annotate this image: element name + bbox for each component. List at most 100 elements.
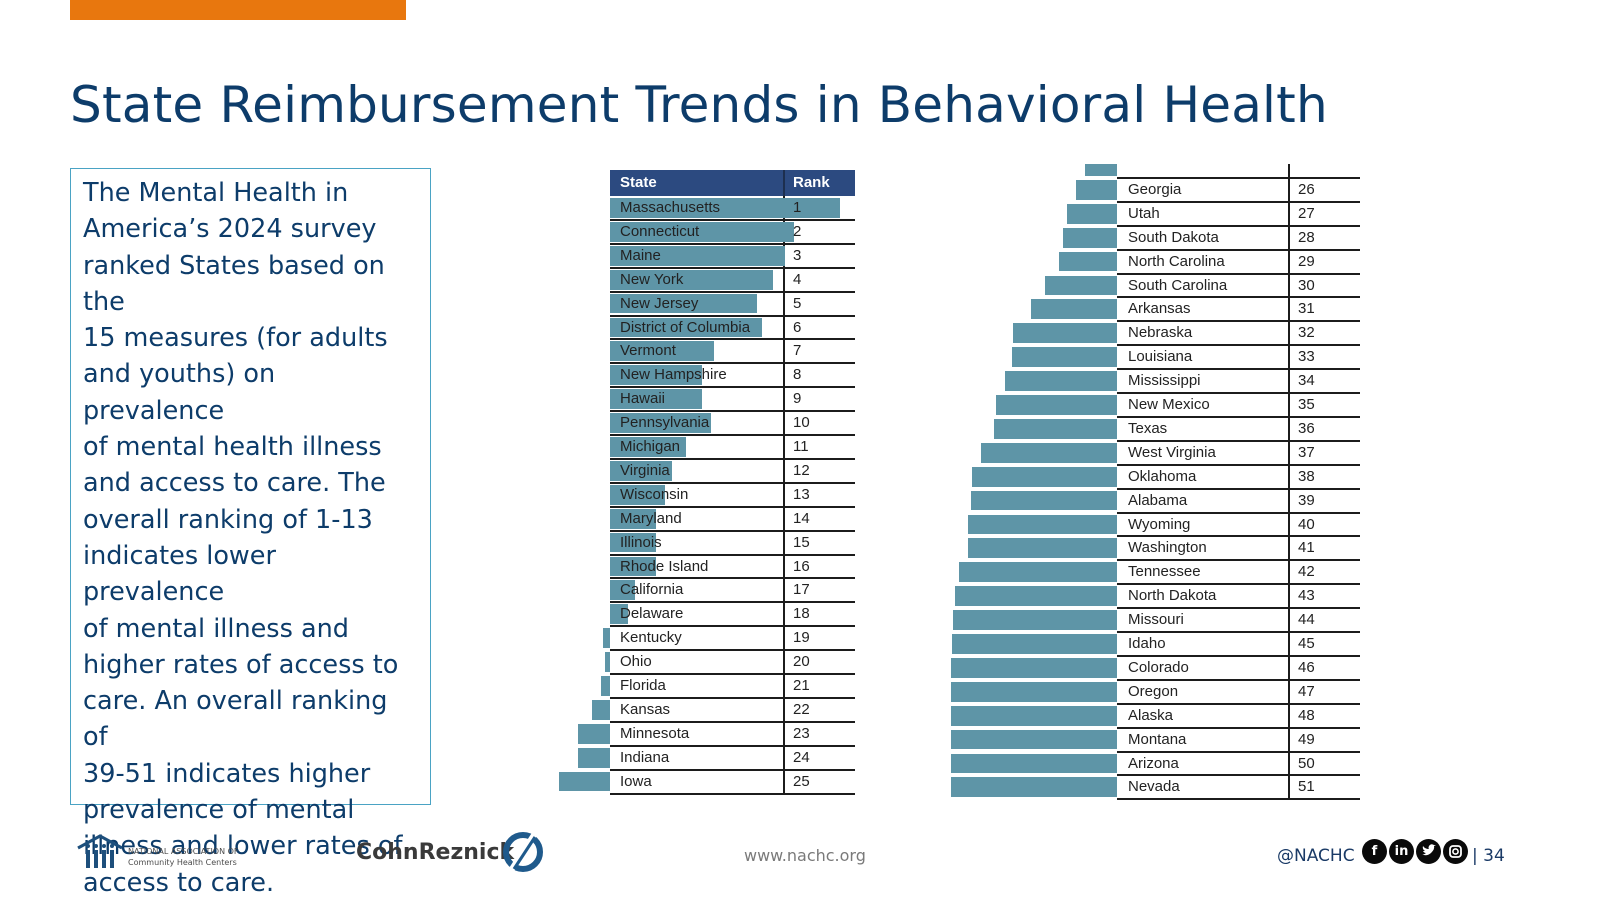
state-rank: 46 [1298,658,1315,676]
facebook-icon[interactable]: f [1362,839,1387,864]
description-line: of mental illness and [83,613,349,644]
description-line: illness and lower rates of [83,831,403,862]
state-name: District of Columbia [620,318,751,336]
state-name: South Carolina [1128,276,1228,294]
row-divider [1117,559,1360,562]
state-rank: 20 [793,653,810,671]
rank-bar [953,610,1117,630]
row-divider [1117,176,1360,179]
rank-bar [610,389,702,410]
state-name: Wisconsin [620,485,689,503]
partner-logo-text: CohnReznick [356,840,515,865]
state-name: Oregon [1128,682,1179,700]
state-rank: 4 [793,270,802,288]
description-line: and youths) on prevalence [83,359,276,426]
description-line: higher rates of access to [83,649,399,680]
row-divider [610,792,855,795]
row-divider [1117,607,1360,610]
rank-bar [1067,203,1117,224]
twitter-icon[interactable] [1416,839,1441,864]
row-divider [610,338,855,341]
row-divider [1117,296,1360,299]
state-name: North Carolina [1128,252,1225,270]
state-rank: 10 [793,414,810,432]
state-rank: 43 [1298,587,1315,605]
description-box: The Mental Health in America’s 2024 surve… [70,168,431,898]
rank-bar [1045,275,1117,296]
state-rank: 7 [793,342,802,360]
state-name: Minnesota [620,724,690,742]
state-rank: 26 [1298,180,1315,198]
description-line: The Mental Health in [83,178,349,208]
linkedin-icon[interactable]: in [1389,839,1414,864]
rank-bar [1076,179,1117,200]
state-name: Kentucky [620,629,682,647]
row-divider [610,649,855,652]
rank-bar [950,777,1117,798]
row-divider [1117,320,1360,323]
row-divider [1117,535,1360,538]
description-line: 15 measures (for adults [83,323,388,354]
rank-bar [1058,251,1117,272]
state-rank: 18 [793,605,810,623]
rank-bar [1011,347,1117,368]
social-handle[interactable]: @NACHC [1277,846,1355,866]
row-divider [1117,463,1360,466]
rank-bar [610,413,712,433]
state-name: Pennsylvania [620,414,710,432]
rank-bar [968,538,1117,559]
state-rank: 21 [793,677,810,694]
state-name: Kansas [620,700,671,718]
description-line: care. An overall ranking of [83,686,388,753]
row-divider [1117,487,1360,490]
state-name: Ohio [620,653,652,671]
rank-bar [950,657,1117,678]
rank-bar [1013,323,1117,344]
rank-bar [610,317,762,338]
accent-bar [70,0,406,20]
state-name: Connecticut [620,222,700,240]
row-divider [610,505,855,508]
rank-bar [950,753,1117,774]
rank-bar [981,442,1117,463]
rank-bar [610,245,785,266]
description-line: overall ranking of 1-13 [83,504,373,535]
rank-bar [954,586,1117,607]
state-name: Alaska [1128,706,1174,724]
rank-bar [610,269,774,290]
nachc-house-icon [77,834,123,868]
state-rank: 31 [1298,300,1315,318]
state-rank: 6 [793,318,802,336]
state-name: Virginia [620,461,670,479]
rank-bar [610,198,840,218]
row-divider [1117,439,1360,442]
rank-chart-right: Georgia 26 Utah 27 South Dakota 28 North Carol… [950,164,1360,804]
nachc-logo: NATIONAL ASSOCIATION OF Community Health… [76,834,276,874]
rank-bar [994,418,1117,439]
instagram-icon[interactable] [1443,839,1468,864]
rank-bar [952,634,1117,654]
row-divider [610,553,855,556]
state-rank: 11 [793,438,809,455]
state-rank: 40 [1298,515,1315,533]
rank-bar [610,508,656,529]
row-divider [1117,344,1360,347]
state-name: Texas [1128,419,1168,437]
state-name: Tennessee [1128,563,1201,581]
row-divider [1117,272,1360,275]
description-line: of mental health illness [83,432,382,463]
description-line: access to care. [83,867,275,898]
row-divider [1117,368,1360,371]
state-name: Delaware [620,605,684,623]
website-link[interactable]: www.nachc.org [744,846,866,865]
row-divider [1117,224,1360,227]
rank-bar [1084,164,1117,176]
rank-bar [610,556,656,577]
state-rank: 51 [1298,778,1315,796]
state-rank: 8 [793,366,802,384]
state-name: Maryland [620,509,682,527]
org-line-2: Community Health Centers [128,858,237,867]
state-name: Indiana [620,748,670,766]
state-rank: 29 [1298,252,1315,270]
state-name: Washington [1128,539,1207,557]
